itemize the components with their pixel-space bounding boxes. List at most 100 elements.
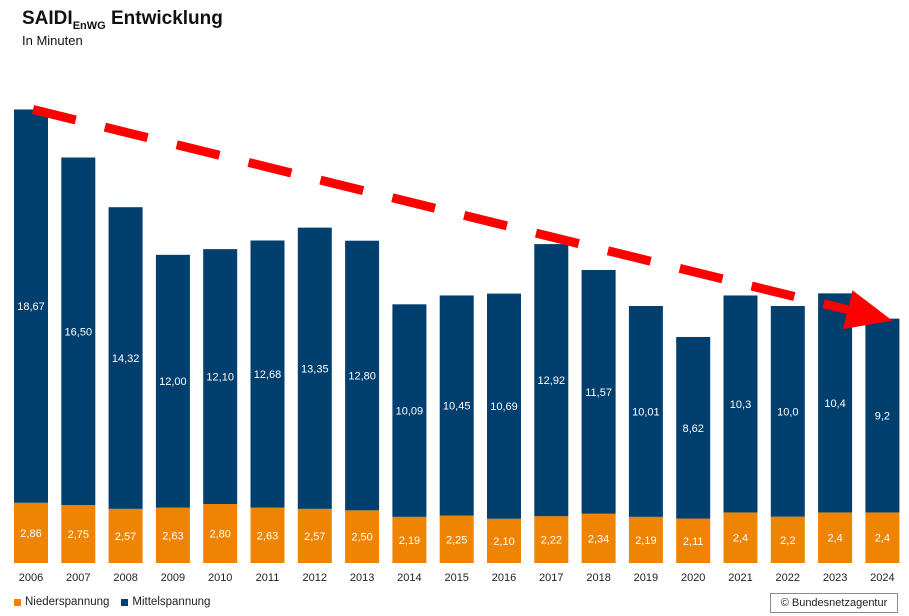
bar-niederspannung-2012: [297, 508, 332, 563]
bar-niederspannung-2016: [487, 518, 521, 563]
legend-label-mittelspannung: Mittelspannung: [132, 596, 211, 608]
bar-mittelspannung-2009: [155, 254, 190, 508]
legend: Niederspannung Mittelspannung: [14, 596, 210, 608]
data-label-niederspannung-2013: 2,50: [351, 532, 372, 544]
x-tick-label-2019: 2019: [634, 572, 658, 584]
data-label-niederspannung-2014: 2,19: [399, 535, 420, 547]
data-label-mittelspannung-2014: 10,09: [396, 406, 424, 418]
bar-mittelspannung-2015: [439, 295, 474, 516]
data-label-mittelspannung-2018: 11,57: [585, 387, 612, 399]
x-tick-label-2016: 2016: [492, 572, 516, 584]
chart-title: SAIDIEnWG Entwicklung: [22, 8, 223, 32]
bar-niederspannung-2023: [818, 512, 853, 563]
title-subscript: EnWG: [72, 20, 106, 32]
data-label-mittelspannung-2010: 12,10: [206, 372, 234, 384]
legend-label-niederspannung: Niederspannung: [25, 596, 110, 608]
data-label-mittelspannung-2019: 10,01: [632, 406, 660, 418]
data-label-mittelspannung-2015: 10,45: [443, 401, 471, 413]
bar-niederspannung-2009: [155, 507, 190, 563]
bar-niederspannung-2019: [628, 516, 663, 563]
x-tick-label-2006: 2006: [19, 572, 43, 584]
x-tick-label-2021: 2021: [728, 572, 752, 584]
x-tick-label-2013: 2013: [350, 572, 374, 584]
data-label-niederspannung-2016: 2,10: [493, 536, 514, 548]
x-tick-label-2010: 2010: [208, 572, 232, 584]
data-label-niederspannung-2023: 2,4: [827, 533, 842, 545]
bar-mittelspannung-2006: [14, 109, 48, 503]
bar-mittelspannung-2018: [581, 269, 616, 514]
data-label-mittelspannung-2008: 14,32: [112, 353, 140, 365]
bar-mittelspannung-2014: [392, 304, 427, 517]
bar-mittelspannung-2020: [676, 336, 711, 519]
x-tick-label-2020: 2020: [681, 572, 705, 584]
x-tick-label-2012: 2012: [303, 572, 327, 584]
data-label-niederspannung-2019: 2,19: [635, 535, 656, 547]
copyright-badge: © Bundesnetzagentur: [770, 593, 898, 613]
data-label-mittelspannung-2012: 13,35: [301, 363, 329, 375]
x-tick-label-2015: 2015: [444, 572, 468, 584]
data-label-niederspannung-2011: 2,63: [257, 530, 278, 542]
x-tick-label-2017: 2017: [539, 572, 563, 584]
data-label-niederspannung-2006: 2,86: [20, 528, 41, 540]
bar-mittelspannung-2013: [345, 240, 380, 511]
bar-niederspannung-2018: [581, 513, 616, 563]
bar-niederspannung-2020: [676, 518, 711, 563]
bar-niederspannung-2007: [61, 505, 96, 563]
x-tick-labels: 2006 2007 2008 2009 2010 2011 2012 2013 2014 2015…: [19, 572, 895, 584]
bar-niederspannung-2010: [203, 504, 238, 563]
bar-niederspannung-2013: [345, 510, 380, 563]
data-labels: 2,86 18,67 2,75 16,50 2,57 14,32 2,63 12,00 2,80…: [17, 301, 890, 548]
title-rest: Entwicklung: [105, 8, 223, 29]
bar-mittelspannung-2019: [628, 306, 663, 517]
data-label-niederspannung-2017: 2,22: [541, 535, 562, 547]
bar-mittelspannung-2011: [250, 240, 285, 508]
bar-niederspannung-2008: [108, 508, 143, 563]
bar-mittelspannung-2008: [108, 207, 143, 509]
data-label-mittelspannung-2023: 10,4: [824, 398, 845, 410]
data-label-niederspannung-2007: 2,75: [68, 529, 89, 541]
bar-niederspannung-2015: [439, 515, 474, 563]
data-label-niederspannung-2008: 2,57: [115, 531, 136, 543]
x-tick-label-2014: 2014: [397, 572, 421, 584]
legend-swatch-mittelspannung: [121, 598, 129, 606]
data-label-mittelspannung-2021: 10,3: [730, 399, 751, 411]
bar-mittelspannung-2010: [203, 249, 238, 505]
bars: [14, 109, 900, 563]
data-label-niederspannung-2009: 2,63: [162, 530, 183, 542]
x-tick-label-2009: 2009: [161, 572, 185, 584]
x-tick-label-2007: 2007: [66, 572, 90, 584]
trend-arrow-dashed-line: [31, 105, 849, 315]
data-label-mittelspannung-2016: 10,69: [490, 401, 518, 413]
x-tick-label-2022: 2022: [776, 572, 800, 584]
bar-mittelspannung-2022: [770, 306, 805, 517]
data-label-niederspannung-2021: 2,4: [733, 533, 748, 545]
data-label-niederspannung-2018: 2,34: [588, 533, 609, 545]
data-label-niederspannung-2020: 2,11: [683, 536, 704, 548]
x-tick-label-2011: 2011: [256, 572, 280, 584]
bar-niederspannung-2006: [14, 502, 48, 563]
data-label-mittelspannung-2011: 12,68: [254, 369, 282, 381]
bar-niederspannung-2024: [865, 512, 900, 563]
x-tick-label-2024: 2024: [870, 572, 894, 584]
data-label-niederspannung-2022: 2,2: [780, 535, 795, 547]
x-tick-label-2018: 2018: [586, 572, 610, 584]
data-label-mittelspannung-2007: 16,50: [65, 326, 93, 338]
bar-mittelspannung-2024: [865, 318, 900, 513]
bar-niederspannung-2021: [723, 512, 758, 563]
trend-arrow: [31, 105, 893, 330]
trend-arrow-head: [842, 290, 893, 330]
data-label-mittelspannung-2024: 9,2: [875, 411, 890, 423]
title-main: SAIDI: [22, 8, 73, 29]
legend-swatch-niederspannung: [14, 598, 21, 606]
data-label-mittelspannung-2017: 12,92: [538, 375, 566, 387]
data-label-niederspannung-2010: 2,80: [209, 529, 230, 541]
legend-item-mittelspannung: Mittelspannung: [121, 596, 210, 608]
data-label-mittelspannung-2006: 18,67: [17, 301, 45, 313]
data-label-niederspannung-2012: 2,57: [304, 531, 325, 543]
data-label-mittelspannung-2020: 8,62: [682, 423, 703, 435]
bar-mittelspannung-2017: [534, 244, 569, 517]
data-label-mittelspannung-2022: 10,0: [777, 406, 798, 418]
bar-niederspannung-2017: [534, 516, 569, 563]
bar-mittelspannung-2012: [297, 227, 332, 509]
